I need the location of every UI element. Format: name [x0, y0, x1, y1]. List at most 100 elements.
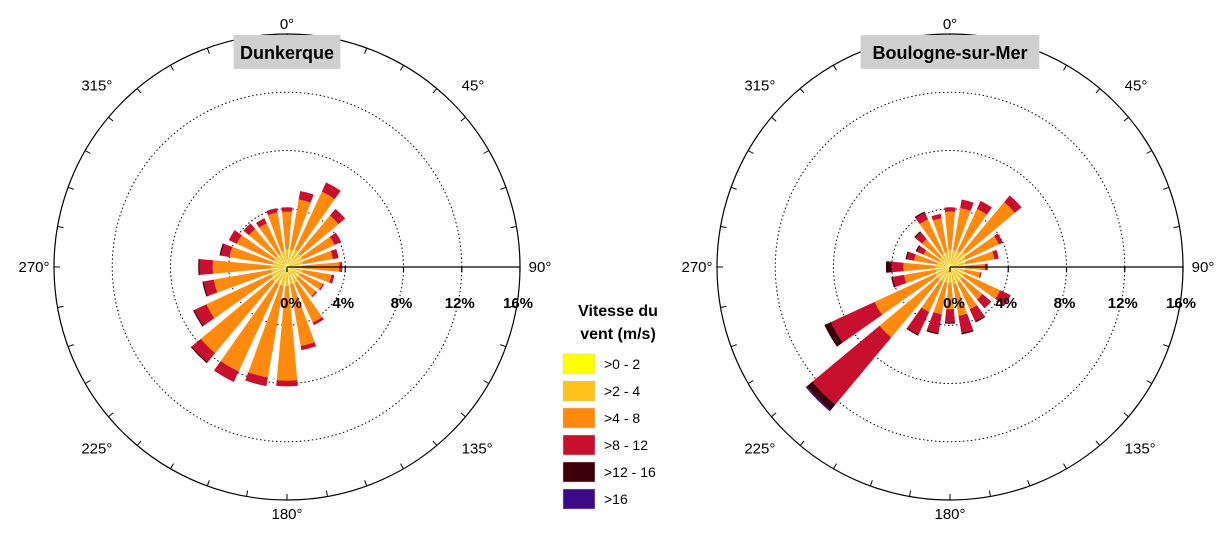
outer-tick: [401, 65, 404, 70]
legend-swatch-5: [563, 489, 595, 509]
outer-tick: [721, 227, 727, 228]
outer-tick: [1147, 381, 1152, 384]
direction-label-90: 90°: [529, 259, 552, 276]
outer-tick: [748, 151, 753, 154]
outer-tick: [85, 381, 90, 384]
direction-label-225: 225°: [81, 441, 112, 458]
legend-label-0: >0 - 2: [604, 356, 640, 372]
direction-label-180: 180°: [934, 506, 965, 523]
legend-swatch-0: [563, 354, 595, 374]
bar-180-class-3: [276, 380, 298, 386]
radial-tick-label: 4%: [995, 295, 1017, 312]
outer-tick: [68, 345, 74, 347]
outer-tick: [1174, 227, 1180, 228]
outer-tick: [1163, 345, 1169, 347]
outer-tick: [85, 151, 90, 154]
station-rose-0: 0% 4% 8% 12% 16%0°45°90°135°180°225°270°315°…: [18, 16, 551, 523]
bar-165-class-3: [958, 313, 973, 333]
outer-tick: [401, 464, 404, 469]
outer-tick: [731, 345, 737, 347]
bar-180-class-4: [945, 322, 955, 324]
outer-tick: [989, 491, 990, 497]
outer-tick: [748, 381, 753, 384]
direction-label-270: 270°: [681, 259, 712, 276]
outer-tick: [58, 227, 64, 228]
outer-tick: [1096, 441, 1100, 446]
outer-tick: [68, 187, 74, 189]
outer-tick: [433, 441, 437, 446]
outer-tick: [511, 227, 517, 228]
direction-label-225: 225°: [744, 441, 775, 458]
radial-tick-label: 4%: [332, 295, 354, 312]
outer-tick: [171, 464, 174, 469]
outer-tick: [834, 464, 837, 469]
outer-tick: [433, 89, 437, 94]
outer-tick: [772, 413, 777, 417]
outer-tick: [870, 480, 872, 486]
outer-tick: [365, 48, 367, 54]
legend-title-line1: Vitesse du: [578, 303, 658, 320]
bar-270-class-3: [892, 262, 904, 273]
outer-tick: [731, 187, 737, 189]
legend-swatch-3: [563, 435, 595, 455]
radial-tick-label: 16%: [1166, 295, 1196, 312]
radial-tick-label: 0%: [280, 295, 302, 312]
radial-tick-label: 12%: [1108, 295, 1138, 312]
direction-label-135: 135°: [1125, 441, 1156, 458]
outer-tick: [1124, 117, 1129, 121]
direction-label-45: 45°: [1125, 77, 1148, 94]
bar-0-class-3: [282, 207, 293, 212]
legend-swatch-2: [563, 408, 595, 428]
legend-label-5: >16: [604, 491, 628, 507]
outer-tick: [834, 65, 837, 70]
radial-tick-label: 16%: [503, 295, 533, 312]
outer-tick: [1064, 65, 1067, 70]
radial-tick-label: 8%: [391, 295, 413, 312]
outer-tick: [800, 89, 804, 94]
bar-0-class-2: [945, 212, 955, 250]
legend-swatch-4: [563, 462, 595, 482]
bar-0-class-2: [282, 212, 292, 250]
outer-tick: [461, 117, 466, 121]
bar-0-class-3: [945, 207, 956, 212]
direction-label-135: 135°: [462, 441, 493, 458]
outer-tick: [365, 480, 367, 486]
bar-270-class-2: [903, 263, 935, 271]
direction-label-90: 90°: [1192, 259, 1215, 276]
outer-tick: [137, 441, 141, 446]
outer-tick: [772, 117, 777, 121]
direction-label-270: 270°: [18, 259, 49, 276]
bar-225-class-3: [812, 326, 891, 405]
bar-195-class-3: [927, 312, 942, 333]
outer-tick: [1064, 464, 1067, 469]
direction-label-315: 315°: [744, 77, 775, 94]
outer-tick: [500, 187, 506, 189]
outer-tick: [137, 89, 141, 94]
station-rose-1: 0% 4% 8% 12% 16% 0° 45° 90° 135° 180° 225° 270° 315°…: [681, 16, 1214, 523]
outer-tick: [1096, 89, 1100, 94]
outer-tick: [484, 381, 489, 384]
outer-tick: [800, 441, 804, 446]
outer-tick: [1028, 480, 1030, 486]
bar-270-class-4: [886, 261, 892, 273]
outer-tick: [171, 65, 174, 70]
legend-label-4: >12 - 16: [604, 464, 656, 480]
legend-swatch-1: [563, 381, 595, 401]
outer-tick: [1147, 151, 1152, 154]
legend-title-line2: vent (m/s): [580, 326, 656, 343]
direction-label-0: 0°: [280, 16, 294, 33]
outer-tick: [910, 491, 911, 497]
direction-label-180: 180°: [271, 506, 302, 523]
outer-tick: [247, 491, 248, 497]
direction-label-45: 45°: [462, 77, 485, 94]
radial-tick-label: 8%: [1054, 295, 1076, 312]
outer-tick: [1124, 413, 1129, 417]
radial-tick-label: 0%: [943, 295, 965, 312]
legend-label-3: >8 - 12: [604, 437, 648, 453]
legend: Vitesse du vent (m/s) >0 - 2 >2 - 4 >4 - 8 >8…: [563, 303, 658, 509]
direction-label-0: 0°: [943, 16, 957, 33]
legend-label-2: >4 - 8: [604, 410, 640, 426]
station-title: Dunkerque: [240, 43, 334, 63]
